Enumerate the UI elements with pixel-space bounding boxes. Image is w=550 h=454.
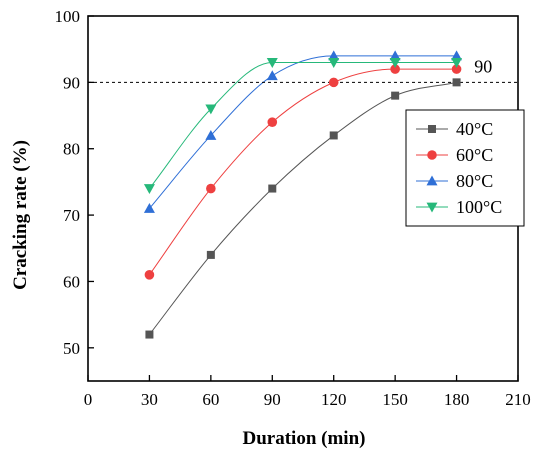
legend-label-60c: 60°C (456, 145, 493, 165)
y-tick-label: 80 (63, 140, 80, 159)
data-point-80c (143, 202, 155, 213)
y-tick-label: 60 (63, 272, 80, 291)
data-point-60c (267, 117, 278, 127)
y-axis-title: Cracking rate (%) (10, 140, 31, 290)
data-point-80c (205, 129, 217, 140)
x-tick-label: 150 (382, 390, 408, 409)
reference-line-label: 90 (474, 56, 492, 76)
legend-marker-80c (426, 175, 438, 186)
x-tick-label: 180 (444, 390, 470, 409)
data-point-40c (391, 91, 400, 100)
data-point-80c (328, 50, 340, 61)
x-tick-label: 60 (202, 390, 219, 409)
x-tick-label: 30 (141, 390, 158, 409)
legend: 40°C 60°C 80°C 100°C (405, 109, 525, 227)
legend-label-80c: 80°C (456, 171, 493, 191)
data-point-80c (451, 50, 463, 61)
legend-marker-60c (427, 150, 437, 160)
data-point-40c (329, 131, 338, 140)
data-point-60c (328, 77, 339, 88)
data-point-100c (205, 104, 217, 115)
data-point-100c (451, 58, 463, 68)
data-point-100c (143, 184, 155, 195)
legend-marker-40c (428, 125, 436, 133)
y-tick-label: 70 (63, 206, 80, 225)
data-point-100c (266, 58, 278, 68)
data-point-60c (206, 183, 216, 194)
data-point-40c (268, 184, 277, 193)
data-point-60c (451, 64, 462, 74)
x-axis-title: Duration (min) (243, 428, 366, 449)
data-point-40c (452, 78, 461, 87)
data-point-80c (266, 70, 278, 81)
data-point-100c (389, 58, 401, 68)
data-point-60c (144, 270, 155, 280)
x-tick-label: 0 (84, 390, 93, 409)
x-tick-label: 210 (505, 390, 531, 409)
y-tick-label: 50 (63, 339, 80, 358)
legend-label-100c: 100°C (456, 197, 502, 217)
data-point-100c (328, 58, 340, 68)
legend-marker-100c (426, 202, 438, 213)
data-point-40c (145, 330, 154, 339)
data-point-40c (206, 250, 215, 259)
data-markers (143, 50, 463, 339)
data-point-80c (389, 50, 401, 61)
y-tick-label: 90 (63, 73, 80, 92)
y-tick-label: 100 (55, 7, 81, 26)
data-point-60c (390, 64, 400, 74)
x-tick-label: 90 (264, 390, 281, 409)
x-tick-label: 120 (321, 390, 347, 409)
legend-label-40c: 40°C (456, 119, 493, 139)
reference-line-group: 90 (88, 56, 518, 83)
